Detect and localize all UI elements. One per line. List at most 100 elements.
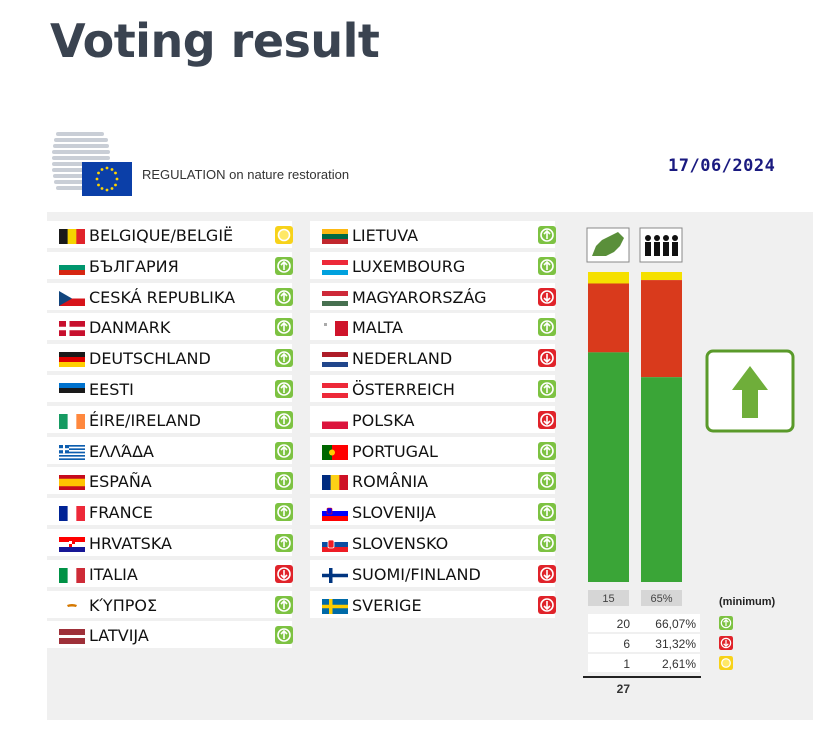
country-row-ro: ROMÂNIA <box>310 467 556 495</box>
country-name: SVERIGE <box>352 595 422 615</box>
ie-flag-icon <box>59 413 85 429</box>
country-name: ITALIA <box>89 564 138 584</box>
pt-flag-icon <box>322 444 348 460</box>
country-name: LIETUVA <box>352 226 419 245</box>
total-divider <box>583 676 701 678</box>
country-row-be: BELGIQUE/BELGIË <box>47 221 293 248</box>
tally-count: 1 <box>623 657 630 671</box>
page-title: Voting result <box>50 14 380 68</box>
gr-flag-icon <box>59 444 85 460</box>
country-name: PORTUGAL <box>352 441 438 461</box>
tally-row <box>588 614 700 632</box>
regulation-title: REGULATION on nature restoration <box>142 167 350 182</box>
country-row-de: DEUTSCHLAND <box>47 344 293 372</box>
pl-flag-icon <box>322 413 348 429</box>
country-row-pt: PORTUGAL <box>310 436 556 464</box>
vote-yes-icon <box>275 503 293 522</box>
country-row-hu: MAGYARORSZÁG <box>310 282 556 310</box>
mt-flag-icon <box>322 321 348 337</box>
vote-yes-icon <box>275 626 293 645</box>
country-name: NEDERLAND <box>352 349 453 369</box>
vote-no-icon <box>275 564 293 583</box>
vote-no-icon <box>538 410 556 429</box>
fr-flag-icon <box>59 506 85 522</box>
country-name: HRVATSKA <box>89 534 172 553</box>
es-flag-icon <box>59 475 85 491</box>
cy-flag-icon <box>59 598 85 614</box>
country-name: SUOMI/FINLAND <box>352 564 481 584</box>
vote-abstain-icon <box>275 226 293 244</box>
vote-no-icon <box>538 349 556 368</box>
vote-yes-icon <box>275 380 293 398</box>
country-name: ÖSTERREICH <box>352 380 455 399</box>
vote-yes-icon <box>538 226 556 244</box>
country-row-lu: LUXEMBOURG <box>310 251 556 279</box>
country-row-ee: EESTI <box>47 375 293 402</box>
country-name: DEUTSCHLAND <box>89 349 211 369</box>
vote-yes-icon <box>275 441 293 460</box>
country-name: LATVIJA <box>89 626 149 646</box>
country-name: MALTA <box>352 318 403 338</box>
country-row-se: SVERIGE <box>310 590 556 618</box>
vote-abstain-icon <box>719 656 733 670</box>
fi-flag-icon <box>322 567 348 583</box>
country-row-si: SLOVENIJA <box>310 498 556 526</box>
cz-flag-icon <box>59 290 85 306</box>
vote-yes-icon <box>275 410 293 429</box>
vote-yes-icon <box>275 318 293 337</box>
council-logo <box>52 132 132 196</box>
country-name: LUXEMBOURG <box>352 256 466 276</box>
country-row-it: ITALIA <box>47 559 293 587</box>
sk-flag-icon <box>322 537 348 552</box>
country-row-hr: HRVATSKA <box>47 529 293 556</box>
lt-flag-icon <box>322 229 348 244</box>
vote-no-icon <box>538 564 556 583</box>
country-name: DANMARK <box>89 318 171 338</box>
vote-yes-icon <box>719 616 733 630</box>
vote-yes-icon <box>538 441 556 460</box>
country-name: FRANCE <box>89 503 153 523</box>
country-row-fr: FRANCE <box>47 498 293 526</box>
country-row-fi: SUOMI/FINLAND <box>310 559 556 587</box>
tally-row <box>588 634 700 652</box>
vote-no-icon <box>538 595 556 614</box>
country-name: CESKÁ REPUBLIKA <box>89 287 236 307</box>
vote-no-icon <box>538 287 556 306</box>
de-flag-icon <box>59 352 85 368</box>
se-flag-icon <box>322 598 348 614</box>
country-row-mt: MALTA <box>310 313 556 341</box>
tally-percent: 66,07% <box>655 617 696 631</box>
vote-date: 17/06/2024 <box>668 156 776 176</box>
nl-flag-icon <box>322 352 348 368</box>
country-name: SLOVENSKO <box>352 534 449 553</box>
vote-yes-icon <box>538 380 556 398</box>
country-name: SLOVENIJA <box>352 503 436 523</box>
vote-yes-icon <box>538 472 556 491</box>
country-row-cy: ΚΎΠΡΟΣ <box>47 590 293 618</box>
country-name: BELGIQUE/BELGIË <box>89 226 234 245</box>
tally-count: 20 <box>616 617 630 631</box>
vote-yes-icon <box>538 534 556 552</box>
tally-total: 27 <box>616 682 630 696</box>
country-row-at: ÖSTERREICH <box>310 375 556 402</box>
country-row-lt: LIETUVA <box>310 221 556 248</box>
country-name: ROMÂNIA <box>352 472 429 492</box>
country-name: БЪЛГАРИЯ <box>89 256 179 276</box>
country-row-nl: NEDERLAND <box>310 344 556 372</box>
si-flag-icon <box>322 506 348 522</box>
be-flag-icon <box>59 229 85 244</box>
vote-yes-icon <box>275 534 293 552</box>
country-name: ΚΎΠΡΟΣ <box>89 595 158 615</box>
country-row-bg: БЪЛГАРИЯ <box>47 251 293 279</box>
tally-percent: 31,32% <box>655 637 696 651</box>
tally-count: 6 <box>623 637 630 651</box>
country-name: MAGYARORSZÁG <box>352 287 487 307</box>
vote-no-icon <box>719 636 733 650</box>
vote-yes-icon <box>275 287 293 306</box>
vote-yes-icon <box>275 595 293 614</box>
dk-flag-icon <box>59 321 85 337</box>
country-name: POLSKA <box>352 410 415 430</box>
vote-yes-icon <box>275 472 293 491</box>
country-row-dk: DANMARK <box>47 313 293 341</box>
country-row-gr: ΕΛΛΆΔΑ <box>47 436 293 464</box>
